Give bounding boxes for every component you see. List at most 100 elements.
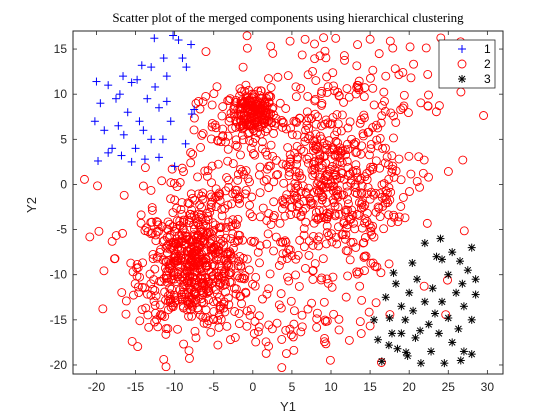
data-point-series-2 — [317, 100, 327, 110]
data-point-series-2 — [236, 121, 246, 131]
data-point-series-2 — [292, 202, 302, 212]
y-tick-labels: -20 -15 -10 -5 0 5 10 15 — [50, 42, 68, 372]
data-point-series-2 — [301, 203, 311, 213]
legend-item-3: 3 — [458, 72, 491, 86]
data-point-series-3 — [401, 315, 410, 324]
data-point-series-2 — [212, 82, 222, 92]
data-point-series-2 — [365, 321, 375, 331]
data-point-series-1 — [169, 31, 178, 40]
data-point-series-2 — [235, 164, 245, 174]
data-point-series-2 — [381, 186, 391, 196]
data-point-series-2 — [398, 192, 408, 202]
data-point-series-2 — [292, 141, 302, 151]
y-tick-label: 15 — [54, 42, 68, 56]
data-point-series-1 — [100, 126, 109, 135]
data-point-series-2 — [217, 204, 227, 214]
data-point-series-2 — [362, 169, 372, 178]
data-point-series-2 — [330, 175, 340, 185]
data-point-series-2 — [218, 102, 228, 112]
data-point-series-2 — [254, 170, 264, 180]
data-point-series-2 — [138, 258, 148, 268]
data-point-series-2 — [333, 222, 343, 232]
data-point-series-2 — [146, 229, 156, 239]
data-point-series-2 — [312, 135, 322, 145]
data-point-series-2 — [339, 51, 349, 61]
data-point-series-3 — [408, 258, 417, 267]
data-point-series-3 — [438, 297, 447, 306]
data-point-series-2 — [231, 135, 241, 145]
data-point-series-2 — [194, 96, 203, 106]
data-point-series-2 — [206, 327, 216, 337]
data-point-series-2 — [189, 220, 199, 230]
data-point-series-2 — [146, 290, 156, 300]
data-point-series-2 — [365, 194, 375, 204]
data-point-series-2 — [222, 173, 232, 182]
data-point-series-2 — [175, 178, 185, 187]
data-point-series-2 — [320, 333, 330, 343]
data-point-series-2 — [294, 199, 304, 209]
data-point-series-2 — [203, 211, 213, 221]
data-point-series-2 — [179, 167, 188, 177]
data-point-series-2 — [117, 288, 127, 297]
data-point-series-2 — [148, 254, 158, 264]
data-point-series-2 — [259, 176, 269, 186]
data-point-series-2 — [336, 126, 346, 136]
data-point-series-2 — [171, 251, 181, 261]
data-point-series-2 — [431, 107, 441, 117]
x-tick-label: -20 — [88, 380, 106, 394]
data-point-series-2 — [216, 255, 226, 265]
data-point-series-2 — [366, 187, 376, 197]
data-point-series-2 — [333, 192, 343, 202]
data-point-series-2 — [178, 287, 188, 297]
data-point-series-2 — [164, 262, 174, 272]
data-point-series-2 — [274, 300, 284, 310]
data-point-series-3 — [424, 320, 433, 329]
data-point-series-2 — [299, 146, 309, 156]
data-point-series-2 — [228, 229, 238, 239]
data-point-series-2 — [234, 194, 244, 204]
data-point-series-3 — [458, 279, 467, 288]
data-point-series-2 — [307, 298, 317, 308]
data-point-series-2 — [479, 111, 489, 120]
data-point-series-2 — [254, 322, 264, 332]
data-point-series-2 — [250, 316, 260, 326]
data-point-series-3 — [452, 288, 461, 297]
data-point-series-2 — [238, 235, 248, 245]
data-point-series-1 — [182, 63, 191, 72]
data-point-series-2 — [262, 216, 272, 225]
data-point-series-2 — [350, 224, 360, 234]
data-point-series-2 — [155, 300, 165, 310]
data-point-series-2 — [294, 281, 304, 291]
data-point-series-2 — [186, 244, 196, 254]
data-point-series-2 — [261, 348, 271, 358]
data-point-series-2 — [121, 296, 131, 306]
data-point-series-2 — [285, 36, 295, 46]
data-point-series-2 — [148, 250, 158, 259]
data-point-series-2 — [344, 92, 354, 102]
data-point-series-2 — [389, 111, 398, 121]
data-point-series-2 — [330, 165, 340, 175]
data-point-series-2 — [266, 109, 276, 119]
data-point-series-2 — [292, 130, 302, 140]
data-point-series-2 — [303, 304, 313, 314]
data-point-series-2 — [258, 203, 268, 213]
data-point-series-2 — [207, 100, 217, 110]
data-point-series-2 — [304, 236, 314, 246]
data-point-series-2 — [168, 300, 178, 310]
data-point-series-2 — [317, 192, 327, 202]
data-point-series-2 — [198, 129, 208, 138]
data-point-series-2 — [289, 188, 299, 198]
data-point-series-2 — [320, 171, 330, 181]
data-point-series-2 — [209, 260, 219, 270]
data-point-series-2 — [226, 335, 235, 345]
data-point-series-2 — [211, 123, 221, 133]
data-point-series-2 — [303, 158, 313, 168]
data-point-series-2 — [223, 144, 233, 154]
data-point-series-2 — [398, 103, 408, 113]
data-point-series-2 — [219, 271, 229, 281]
data-point-series-2 — [207, 122, 217, 132]
data-point-series-2 — [225, 247, 234, 257]
data-point-series-2 — [379, 224, 389, 234]
data-point-series-2 — [264, 183, 274, 193]
data-point-series-1 — [158, 135, 167, 144]
